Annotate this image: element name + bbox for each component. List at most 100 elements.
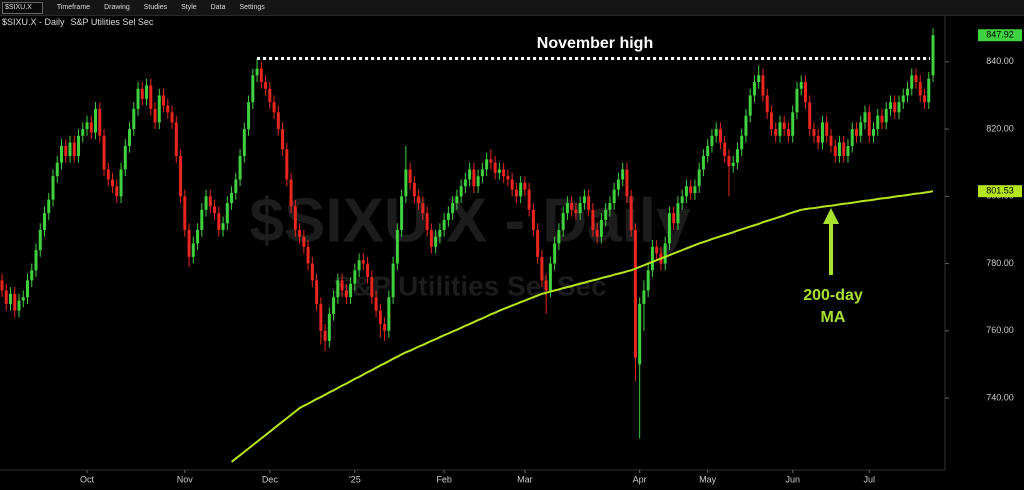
candle-body <box>910 75 914 89</box>
candle-body <box>268 88 272 103</box>
candle-body <box>255 68 259 76</box>
candle-body <box>876 115 880 130</box>
candle-body <box>574 209 578 214</box>
candle-body <box>803 82 807 103</box>
toolbar-item[interactable]: Style <box>181 4 197 11</box>
candle-body <box>94 108 98 133</box>
candle-body <box>323 330 327 341</box>
november-high-label: November high <box>537 35 653 52</box>
candle-body <box>30 270 34 281</box>
candle-body <box>17 300 21 311</box>
candle-body <box>519 182 523 197</box>
candle-body <box>506 176 510 180</box>
candle-body <box>863 112 867 123</box>
toolbar-item[interactable]: Settings <box>239 4 265 11</box>
candle-body <box>234 179 238 193</box>
candle-body <box>170 112 174 123</box>
y-tick-label: 780.00 <box>986 258 1014 268</box>
candle-body <box>162 95 166 106</box>
candle-body <box>680 196 684 204</box>
toolbar-item[interactable]: Timeframe <box>56 4 91 11</box>
candle-body <box>429 229 433 247</box>
candle-body <box>81 129 85 136</box>
candle-body <box>888 102 892 109</box>
candle-body <box>846 145 850 156</box>
candle-body <box>497 169 501 173</box>
candle-body <box>336 280 340 298</box>
candle-body <box>548 263 552 291</box>
watermark-subtitle: S&P Utilities Sel Sec <box>333 270 606 301</box>
toolbar-item[interactable]: Studies <box>143 4 168 11</box>
toolbar-item[interactable]: Data <box>210 4 226 11</box>
candle-body <box>47 199 51 214</box>
candle-body <box>625 169 629 197</box>
candle-body <box>842 142 846 156</box>
candle-body <box>72 142 76 156</box>
candle-body <box>570 203 574 210</box>
candle-body <box>540 256 544 281</box>
candle-body <box>60 145 64 163</box>
toolbar-item[interactable]: Drawing <box>104 4 130 11</box>
candle-body <box>298 229 302 237</box>
x-tick-label: Mar <box>517 474 533 484</box>
candle-body <box>387 297 391 331</box>
candle-body <box>557 229 561 244</box>
candle-body <box>106 169 110 180</box>
candle-body <box>404 169 408 197</box>
candle-body <box>276 112 280 130</box>
candle-body <box>752 82 756 96</box>
candle-body <box>179 155 183 197</box>
candle-body <box>893 102 897 113</box>
candle-body <box>174 122 178 156</box>
candle-body <box>774 129 778 136</box>
candle-body <box>0 280 4 291</box>
candle-body <box>293 206 297 230</box>
ma-price-box <box>978 185 1022 198</box>
candle-body <box>251 75 255 103</box>
candle-body <box>213 206 217 214</box>
candle-body <box>701 155 705 170</box>
candle-body <box>366 263 370 278</box>
candle-body <box>400 196 404 230</box>
candle-body <box>472 169 476 187</box>
candle-body <box>642 290 646 304</box>
candle-body <box>446 213 450 220</box>
candle-body <box>13 293 17 311</box>
candle-body <box>374 297 378 311</box>
symbol-input[interactable]: $SIXU.X <box>2 1 43 14</box>
candle-body <box>204 196 208 210</box>
chart-title: $SIXU.X - Daily <box>2 17 65 27</box>
candle-body <box>468 169 472 180</box>
candle-body <box>102 135 106 170</box>
candle-body <box>119 169 123 197</box>
candle-body <box>89 122 93 133</box>
x-tick-label: Dec <box>262 474 279 484</box>
candle-body <box>710 135 714 146</box>
candle-body <box>417 196 421 204</box>
candle-body <box>145 85 149 99</box>
candle-body <box>26 280 30 298</box>
candle-body <box>225 203 229 224</box>
candle-body <box>757 75 761 83</box>
candle-body <box>561 213 565 230</box>
candle-body <box>115 186 119 197</box>
candle-body <box>786 129 790 136</box>
candle-body <box>650 246 654 271</box>
x-tick-label: '25 <box>349 474 361 484</box>
candle-body <box>727 155 731 167</box>
candle-body <box>918 82 922 96</box>
chart-subtitle: S&P Utilities Sel Sec <box>70 17 154 27</box>
candle-body <box>9 293 13 304</box>
candle-body <box>718 129 722 143</box>
candle-body <box>629 196 633 230</box>
candle-body <box>897 102 901 113</box>
candle-body <box>502 169 506 177</box>
x-tick-label: Nov <box>177 474 194 484</box>
candle-body <box>264 82 268 89</box>
candle-body <box>927 78 931 103</box>
watermark-title: $SIXU.X - Daily <box>249 186 691 255</box>
toolbar: $SIXU.X Timeframe Drawing Studies Style … <box>0 0 1024 16</box>
candle-body <box>638 303 642 365</box>
candle-body <box>51 176 55 200</box>
x-tick-label: Apr <box>633 474 647 484</box>
